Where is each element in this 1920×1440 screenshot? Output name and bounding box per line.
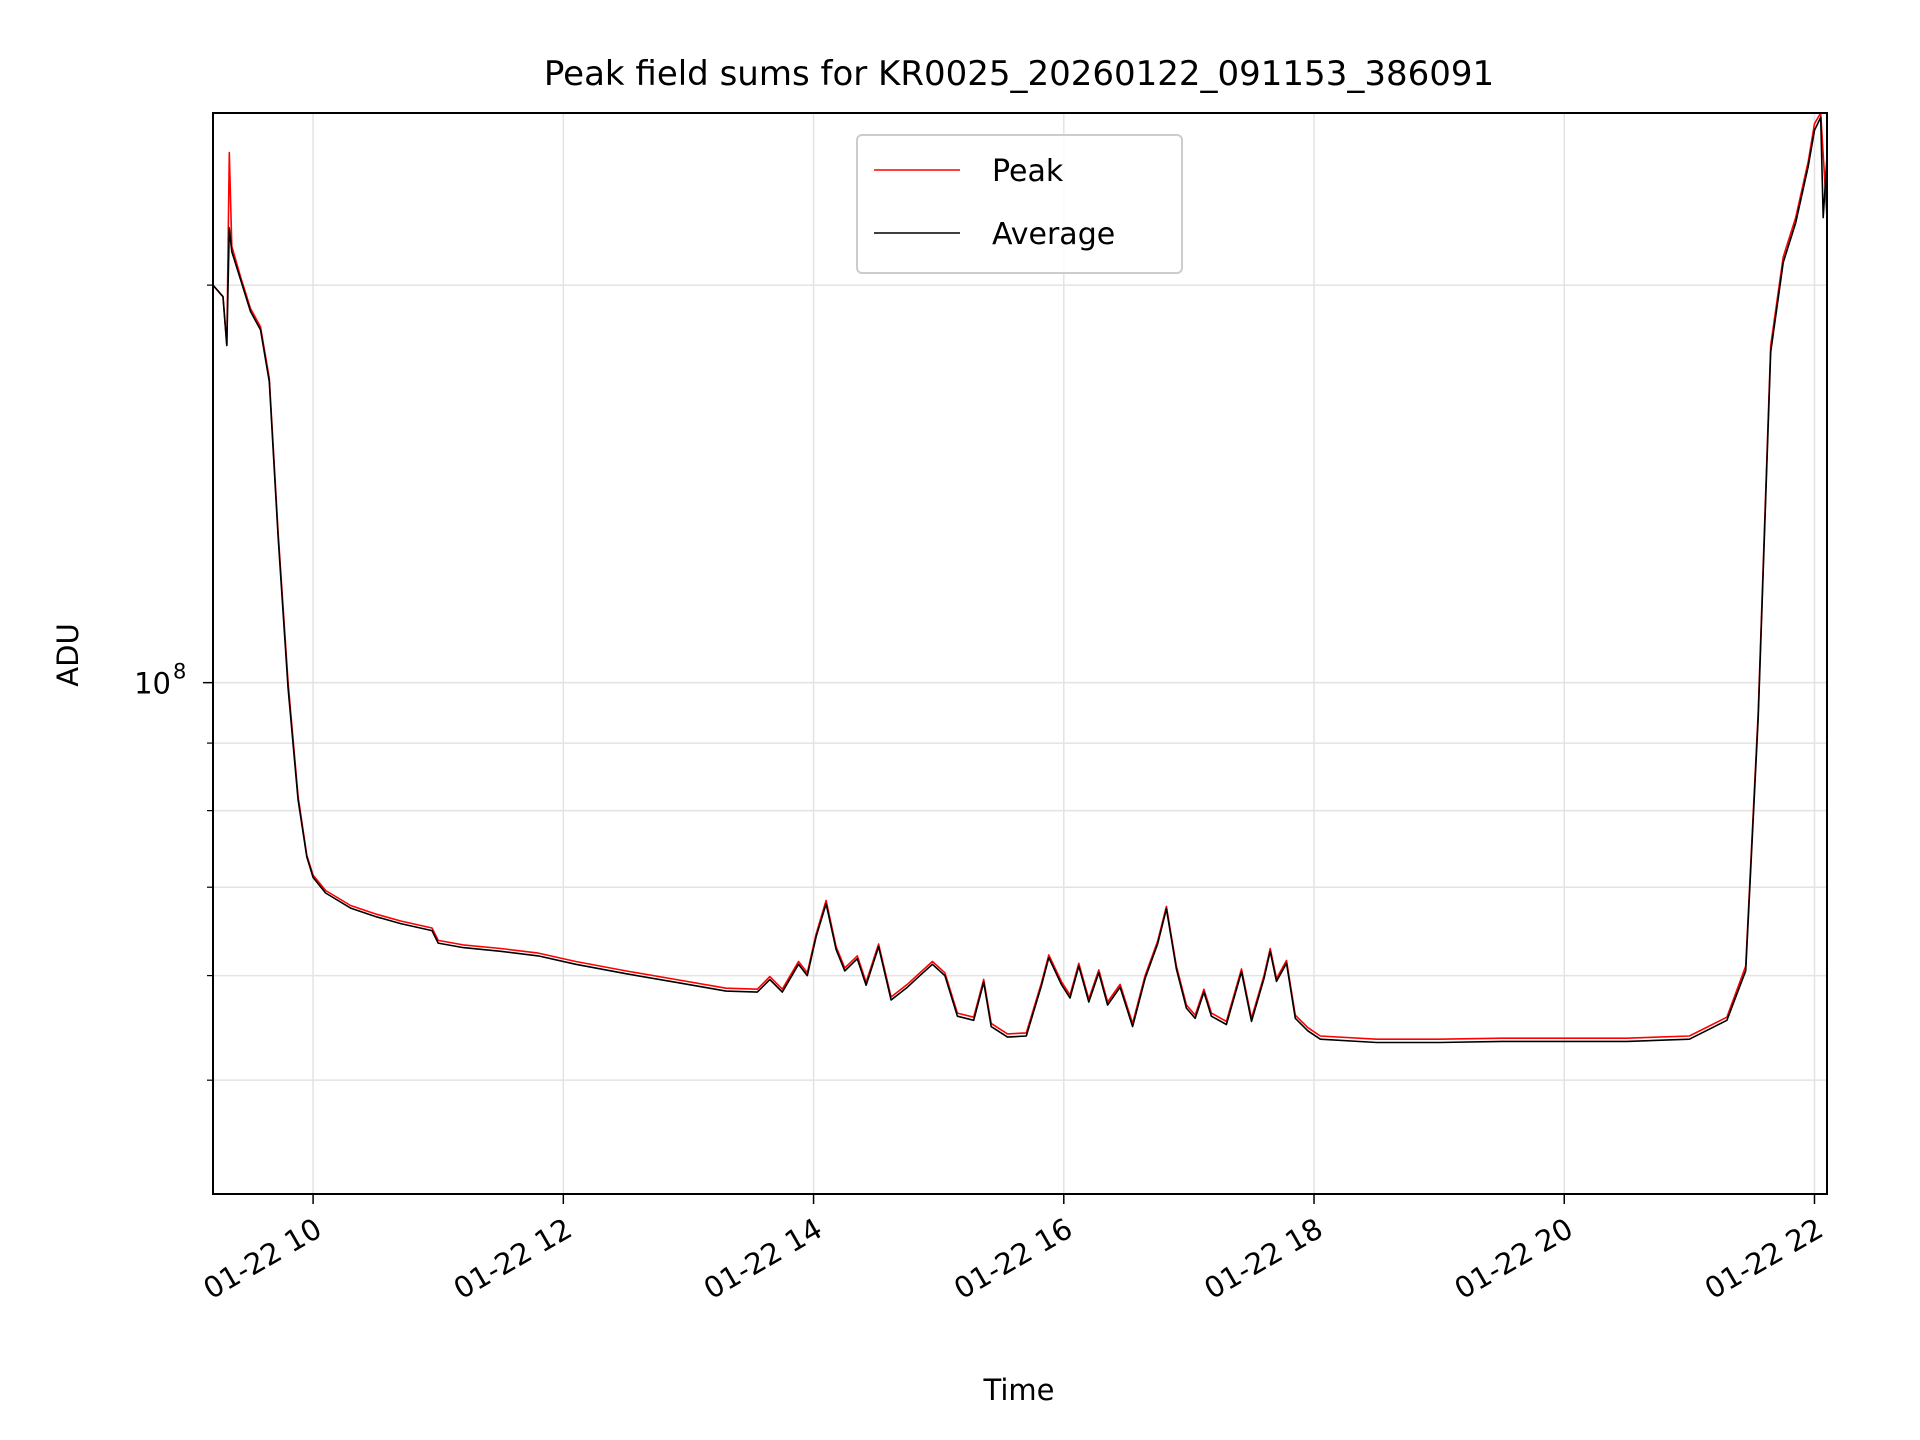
series-line-average	[213, 116, 1827, 1044]
grid-lines	[213, 113, 1827, 1194]
plot-frame	[212, 112, 1828, 1195]
legend: Peak Average	[856, 134, 1183, 274]
y-axis-label: ADU	[51, 623, 85, 686]
y-tick-label-mantissa: 10	[134, 667, 171, 701]
legend-label-average: Average	[992, 217, 1115, 252]
chart-title: Peak field sums for KR0025_20260122_0911…	[544, 54, 1494, 94]
x-axis-label: Time	[983, 1373, 1055, 1407]
y-tick-label-exponent: 8	[173, 660, 186, 684]
legend-label-peak: Peak	[992, 154, 1064, 189]
series-lines	[213, 113, 1827, 1044]
